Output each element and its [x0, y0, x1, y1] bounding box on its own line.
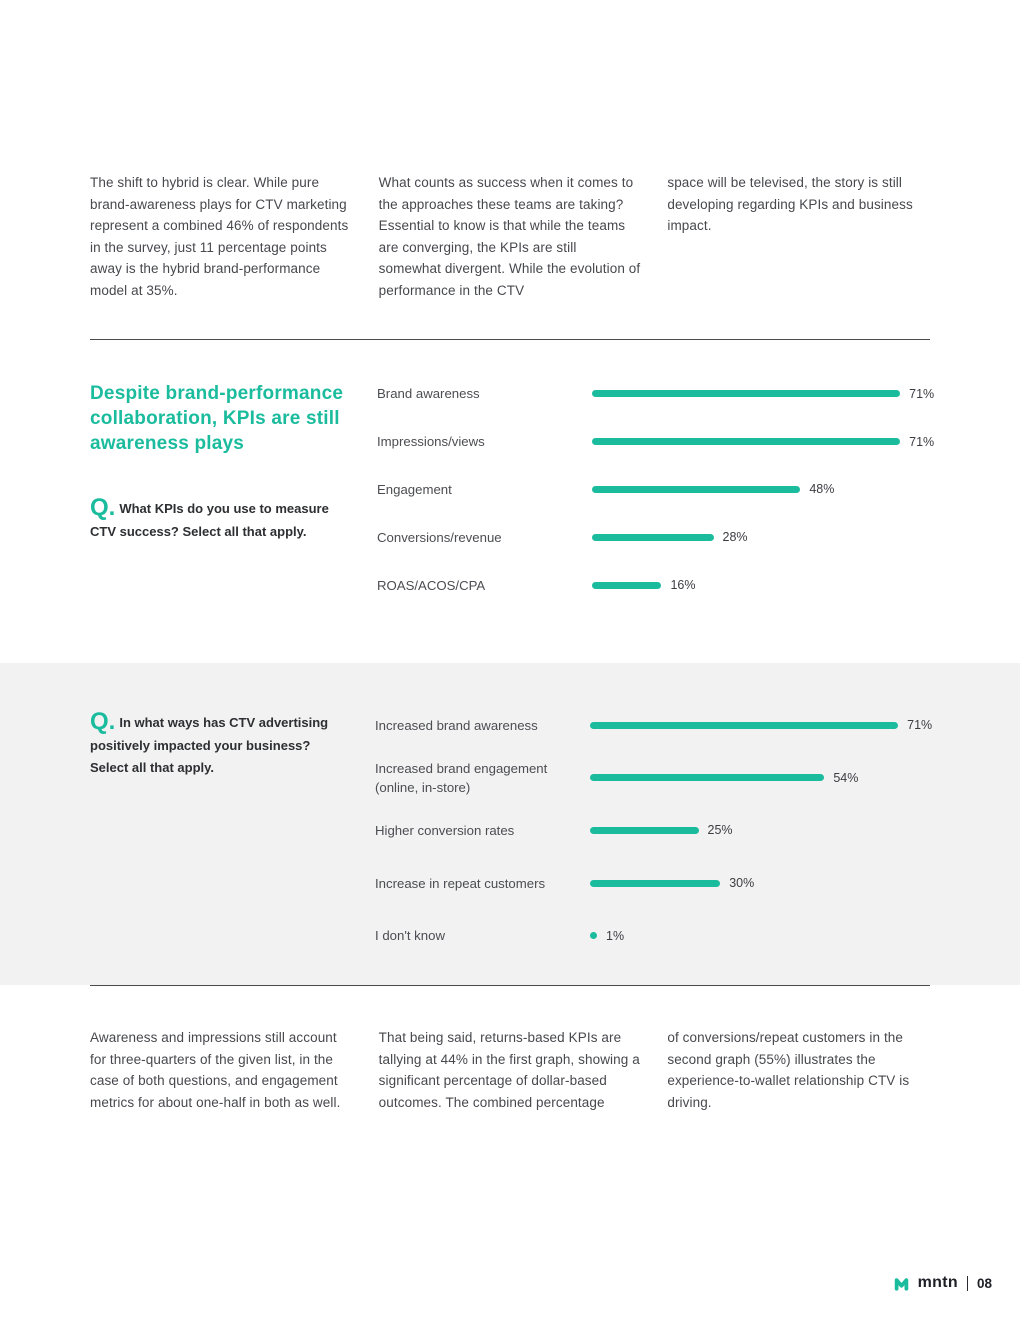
- brand-name: mntn: [917, 1274, 958, 1291]
- top-paragraph-1: The shift to hybrid is clear. While pure…: [90, 175, 349, 298]
- bar-segment: [590, 721, 899, 729]
- bottom-paragraph-2: That being said, returns-based KPIs are …: [378, 1030, 640, 1110]
- bar-track: 1%: [590, 929, 930, 943]
- bar-track: 48%: [592, 482, 930, 496]
- bar-track: 54%: [590, 771, 930, 785]
- bar-value-label: 48%: [809, 482, 835, 497]
- bar-value-label: 71%: [909, 386, 935, 401]
- chart-bar-row: Impressions/views 71%: [377, 418, 934, 466]
- question-1: Q. What KPIs do you use to measure CTV su…: [90, 494, 345, 543]
- bar-category-label: Increase in repeat customers: [375, 875, 546, 891]
- bar-track: 25%: [590, 823, 930, 837]
- bar-segment: [592, 581, 662, 589]
- question-2-text: In what ways has CTV advertising positiv…: [90, 715, 329, 775]
- bar-segment: [590, 879, 721, 887]
- chart-bar-row: Brand awareness 71%: [377, 370, 934, 418]
- bar-category-label: Brand awareness: [377, 386, 480, 402]
- bar-value-label: 54%: [833, 770, 859, 785]
- q-label-icon: Q.: [90, 494, 116, 521]
- bar-value-label: 28%: [722, 530, 748, 545]
- chart-bar-row: Conversions/revenue 28%: [377, 513, 930, 561]
- bar-category-label: Conversions/revenue: [377, 529, 502, 545]
- top-paragraph-3: space will be televised, the story is st…: [667, 175, 913, 234]
- bar-track: 71%: [592, 387, 934, 401]
- footer-divider: [966, 1275, 968, 1291]
- bar-category-label: Higher conversion rates: [375, 822, 515, 838]
- bar-category-label: Increased brand engagement (online, in-s…: [375, 760, 548, 795]
- bar-track: 71%: [592, 435, 934, 449]
- bar-category-label: I don't know: [375, 928, 445, 944]
- bottom-paragraph-1: Awareness and impressions still account …: [90, 1030, 341, 1110]
- bar-value-label: 71%: [907, 718, 933, 733]
- chart-bar-row: ROAS/ACOS/CPA 16%: [377, 561, 930, 609]
- bar-track: 28%: [592, 530, 930, 544]
- bar-category-label: ROAS/ACOS/CPA: [377, 577, 486, 593]
- bar-segment: [592, 390, 901, 398]
- bar-value-label: 25%: [707, 823, 733, 838]
- bar-value-label: 71%: [909, 434, 935, 449]
- bar-category-label: Engagement: [377, 481, 452, 497]
- bar-segment: [592, 533, 714, 541]
- top-text-columns: The shift to hybrid is clear. While pure…: [90, 172, 930, 302]
- mntn-logo-icon: [894, 1276, 909, 1291]
- bar-value-label: 30%: [729, 876, 755, 891]
- bar-track: 30%: [590, 876, 930, 890]
- bar-category-label: Increased brand awareness: [375, 717, 538, 733]
- chart-bar-row: Increased brand awareness 71%: [375, 699, 932, 752]
- page-footer: mntn 08: [894, 1274, 992, 1292]
- bar-track: 16%: [592, 578, 930, 592]
- question-2: Q. In what ways has CTV advertising posit…: [90, 708, 345, 780]
- gray-section-background: [0, 663, 1020, 985]
- horizontal-divider-bottom: [90, 985, 930, 986]
- top-paragraph-2: What counts as success when it comes to …: [378, 175, 641, 298]
- bar-category-label: Impressions/views: [377, 434, 485, 450]
- chart-bar-row: Increased brand engagement (online, in-s…: [375, 752, 930, 805]
- chart-bar-row: I don't know 1%: [375, 909, 930, 962]
- page-number: 08: [976, 1275, 992, 1291]
- horizontal-divider-top: [90, 339, 930, 340]
- section-heading: Despite brand-performance collaboration,…: [90, 383, 344, 454]
- bar-track: 71%: [590, 718, 932, 732]
- q-label-icon: Q.: [90, 708, 116, 735]
- bar-segment: [590, 932, 597, 940]
- chart-bar-row: Higher conversion rates 25%: [375, 804, 930, 857]
- question-1-text: What KPIs do you use to measure CTV succ…: [90, 501, 329, 539]
- bar-value-label: 16%: [670, 578, 696, 593]
- chart-bar-row: Increase in repeat customers 30%: [375, 857, 930, 910]
- bar-segment: [592, 438, 901, 446]
- bottom-paragraph-3: of conversions/repeat customers in the s…: [667, 1030, 910, 1110]
- bottom-text-columns: Awareness and impressions still account …: [90, 1027, 930, 1113]
- chart-bar-row: Engagement 48%: [377, 466, 930, 514]
- kpi-bar-chart: Brand awareness 71% Impressions/views 71% En…: [377, 370, 934, 609]
- bar-segment: [592, 485, 801, 493]
- bar-value-label: 1%: [606, 928, 625, 943]
- impact-bar-chart: Increased brand awareness 71% Increased br…: [375, 699, 932, 962]
- bar-segment: [590, 774, 825, 782]
- bar-segment: [590, 826, 699, 834]
